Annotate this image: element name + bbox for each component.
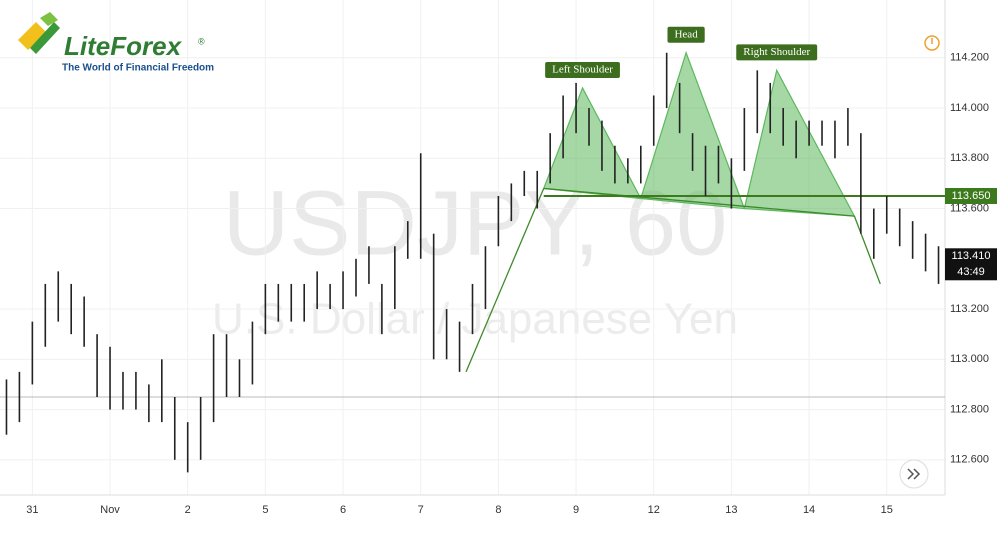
alert-icon[interactable] [924, 35, 940, 51]
countdown-label: 43:49 [957, 266, 985, 278]
y-tick-label: 113.200 [950, 303, 989, 315]
pattern-line [465, 188, 545, 373]
y-tick-label: 114.000 [950, 102, 989, 114]
logo-mark: ® [198, 36, 205, 46]
logo-shape [40, 12, 58, 26]
pattern-label-text: Head [674, 28, 698, 40]
watermark-subtitle: U.S. Dollar / Japanese Yen [212, 295, 738, 344]
x-tick-label: 13 [725, 504, 737, 516]
y-tick-label: 112.600 [950, 454, 989, 466]
y-tick-label: 114.200 [950, 52, 989, 64]
pattern-label-box [667, 26, 705, 43]
x-tick-label: 15 [881, 504, 893, 516]
x-tick-label: 2 [185, 504, 191, 516]
pattern-label-box [736, 44, 818, 61]
x-tick-label: 12 [648, 504, 660, 516]
plot: 112.600 112.800 113.000 113.200 113.600 113.8… [0, 0, 997, 516]
pattern-label: Left Shoulder [545, 61, 620, 78]
pattern-label-text: Right Shoulder [743, 46, 810, 58]
y-tick-label: 113.000 [950, 353, 989, 365]
x-tick-label: 9 [573, 504, 579, 516]
x-tick-label: 7 [418, 504, 424, 516]
x-tick-label: 5 [262, 504, 268, 516]
y-tick-label: 112.800 [950, 403, 989, 415]
last-price-label: 113.410 [952, 250, 991, 262]
pattern-label-box [545, 61, 620, 78]
pattern-label: Right Shoulder [736, 44, 818, 61]
pattern-label-text: Left Shoulder [552, 63, 613, 75]
logo-shape [18, 22, 46, 50]
last-price-box [945, 248, 997, 281]
logo-shape [30, 22, 60, 54]
logo-name: LiteForex [64, 31, 183, 61]
pattern-line [853, 215, 881, 285]
y-tick-label: 113.600 [950, 202, 989, 214]
logo: LiteForex ® The World of Financial Freed… [18, 12, 214, 74]
y-tick-label: 113.800 [950, 152, 989, 164]
x-tick-label: 8 [495, 504, 501, 516]
pattern-triangle [743, 68, 856, 217]
pattern-label: Head [667, 26, 705, 43]
neckline-label: 113.650 [952, 190, 991, 202]
x-tick-label: Nov [100, 504, 120, 516]
pattern-line [543, 187, 855, 217]
logo-tagline: The World of Financial Freedom [62, 63, 214, 74]
scroll-arrows [907, 468, 921, 480]
neckline-box [945, 187, 997, 204]
scroll-button[interactable] [899, 459, 929, 489]
x-tick-label: 31 [26, 504, 38, 516]
x-tick-label: 14 [803, 504, 815, 516]
x-tick-label: 6 [340, 504, 346, 516]
alert-circle [924, 35, 940, 51]
